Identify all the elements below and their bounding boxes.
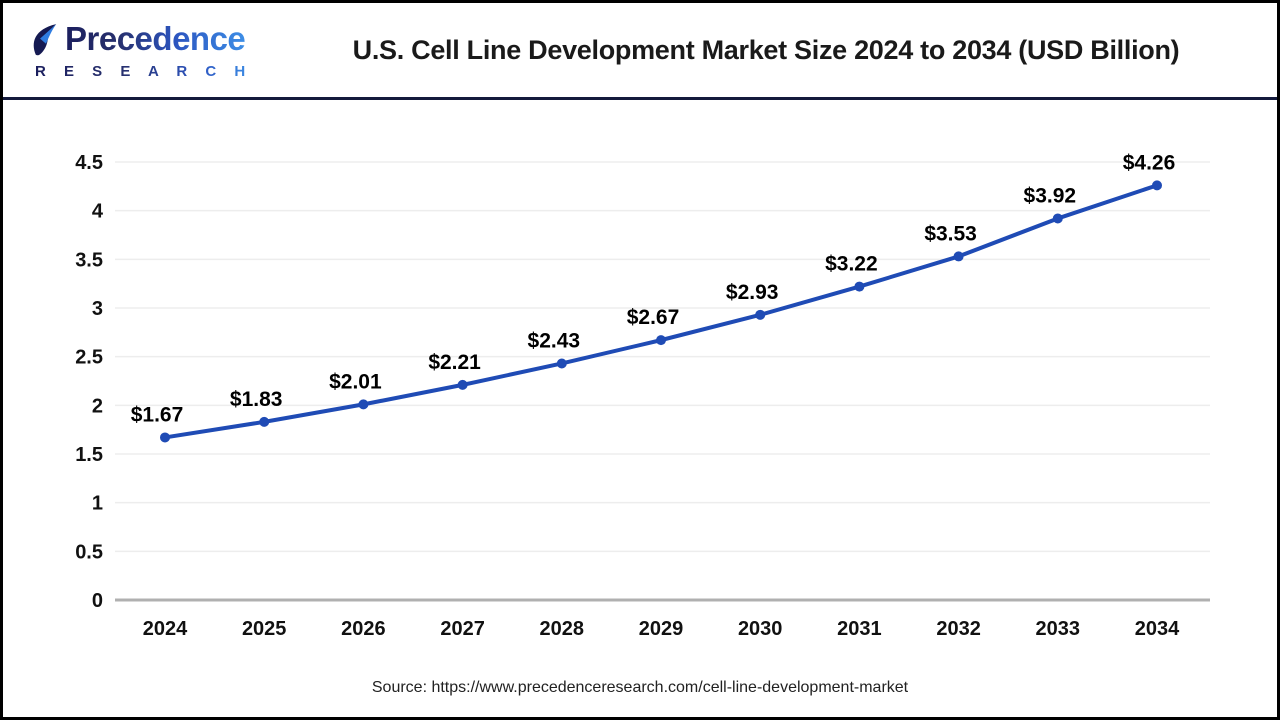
x-tick-label: 2031: [837, 618, 882, 640]
y-tick-label: 1.5: [75, 444, 103, 466]
data-label: $2.01: [329, 370, 382, 393]
y-tick-label: 2: [92, 395, 103, 417]
data-label: $2.21: [428, 351, 481, 374]
x-tick-label: 2027: [440, 618, 485, 640]
data-point: [1052, 213, 1063, 224]
data-point: [556, 358, 567, 369]
data-point: [854, 281, 865, 292]
x-tick-label: 2032: [936, 618, 981, 640]
data-point: [358, 399, 369, 410]
page-title: U.S. Cell Line Development Market Size 2…: [352, 34, 1180, 65]
data-point: [1152, 180, 1162, 191]
data-point: [656, 335, 666, 346]
header-divider: [3, 97, 1277, 100]
y-tick-label: 4.5: [75, 152, 103, 174]
data-label: $3.53: [924, 222, 977, 245]
data-point: [259, 416, 270, 427]
data-label: $3.92: [1024, 184, 1077, 207]
y-tick-label: 0.5: [75, 541, 103, 563]
y-tick-label: 0: [92, 590, 103, 612]
source-citation: Source: https://www.precedenceresearch.c…: [371, 679, 909, 696]
logo-subtitle: R E S E A R C H: [35, 62, 253, 80]
x-tick-label: 2028: [540, 618, 585, 640]
x-tick-label: 2034: [1135, 618, 1180, 640]
x-tick-label: 2029: [639, 618, 684, 640]
precedence-research-logo: Precedence R E S E A R C H: [29, 22, 279, 79]
x-tick-label: 2033: [1036, 618, 1081, 640]
data-point: [457, 379, 468, 390]
y-tick-label: 2.5: [75, 347, 103, 369]
y-tick-label: 3: [92, 298, 103, 320]
data-point: [953, 251, 964, 262]
data-point: [755, 309, 766, 320]
y-tick-label: 1: [92, 493, 103, 515]
y-tick-label: 4: [92, 201, 104, 223]
data-label: $2.93: [726, 281, 779, 304]
data-label: $4.26: [1123, 151, 1176, 174]
line-chart: 0 0.5 1 1.5 2 2.5 3 3.5 4 4.5 2024 2025 2026 2027 2028…: [75, 151, 1210, 640]
header: Precedence R E S E A R C H U.S. Cell Lin…: [3, 3, 1277, 97]
data-label: $2.43: [528, 329, 581, 352]
data-label: $3.22: [825, 253, 878, 276]
x-tick-label: 2024: [143, 618, 188, 640]
logo-top-row: Precedence: [29, 19, 246, 62]
data-label: $1.83: [230, 388, 283, 411]
x-tick-label: 2026: [341, 618, 386, 640]
x-tick-label: 2030: [738, 618, 783, 640]
x-tick-label: 2025: [242, 618, 287, 640]
logo-wordmark: Precedence: [65, 19, 246, 57]
data-label: $2.67: [627, 306, 680, 329]
data-label: $1.67: [131, 403, 184, 426]
y-tick-label: 3.5: [75, 249, 103, 271]
logo-mark-icon: [33, 23, 57, 55]
data-point: [160, 432, 170, 443]
